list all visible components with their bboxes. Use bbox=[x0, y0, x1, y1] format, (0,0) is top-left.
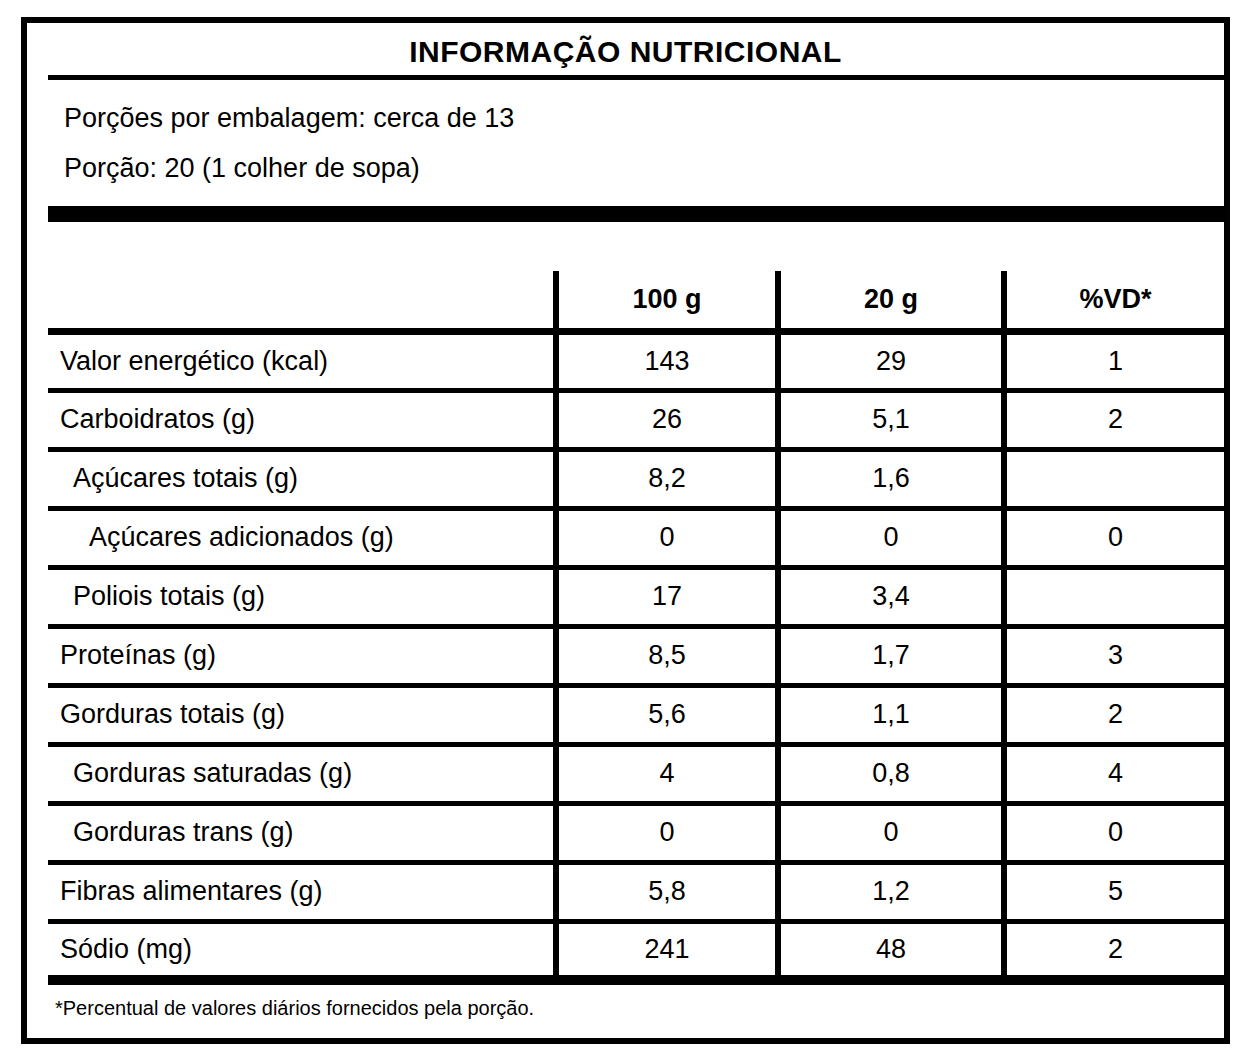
label-title: INFORMAÇÃO NUTRICIONAL bbox=[27, 23, 1224, 75]
table-row: Gorduras trans (g) 0 0 0 bbox=[48, 803, 1224, 862]
value-per-portion: 1,1 bbox=[778, 685, 1004, 744]
nutrient-label: Açúcares adicionados (g) bbox=[48, 508, 556, 567]
value-percent-dv: 0 bbox=[1004, 508, 1224, 567]
nutrient-label: Açúcares totais (g) bbox=[48, 449, 556, 508]
daily-values-footnote: *Percentual de valores diários fornecido… bbox=[48, 985, 1224, 1020]
nutrient-label: Proteínas (g) bbox=[48, 626, 556, 685]
value-per-100g: 143 bbox=[556, 331, 778, 390]
table-row: Açúcares totais (g) 8,2 1,6 bbox=[48, 449, 1224, 508]
value-per-100g: 17 bbox=[556, 567, 778, 626]
value-per-portion: 5,1 bbox=[778, 390, 1004, 449]
nutrition-label-panel: INFORMAÇÃO NUTRICIONAL Porções por embal… bbox=[21, 17, 1230, 1044]
value-per-100g: 26 bbox=[556, 390, 778, 449]
value-per-100g: 5,8 bbox=[556, 862, 778, 921]
value-percent-dv: 2 bbox=[1004, 390, 1224, 449]
column-header-100g: 100 g bbox=[556, 271, 778, 331]
value-per-100g: 241 bbox=[556, 921, 778, 980]
value-per-portion: 1,7 bbox=[778, 626, 1004, 685]
serving-info: Porções por embalagem: cerca de 13 Porçã… bbox=[27, 80, 1224, 193]
value-per-100g: 0 bbox=[556, 508, 778, 567]
nutrient-label: Gorduras trans (g) bbox=[48, 803, 556, 862]
table-row: Açúcares adicionados (g) 0 0 0 bbox=[48, 508, 1224, 567]
table-row: Gorduras totais (g) 5,6 1,1 2 bbox=[48, 685, 1224, 744]
nutrient-label: Gorduras saturadas (g) bbox=[48, 744, 556, 803]
value-percent-dv bbox=[1004, 449, 1224, 508]
value-per-100g: 0 bbox=[556, 803, 778, 862]
nutrient-label: Poliois totais (g) bbox=[48, 567, 556, 626]
nutrient-label: Valor energético (kcal) bbox=[48, 331, 556, 390]
column-header-percent-dv: %VD* bbox=[1004, 271, 1224, 331]
value-percent-dv: 4 bbox=[1004, 744, 1224, 803]
value-percent-dv: 2 bbox=[1004, 921, 1224, 980]
value-per-100g: 8,2 bbox=[556, 449, 778, 508]
value-percent-dv: 2 bbox=[1004, 685, 1224, 744]
nutrition-table: 100 g 20 g %VD* Valor energético (kcal) … bbox=[48, 271, 1224, 985]
column-header-nutrient bbox=[48, 271, 556, 331]
servings-per-package: Porções por embalagem: cerca de 13 bbox=[64, 93, 1224, 143]
table-row: Poliois totais (g) 17 3,4 bbox=[48, 567, 1224, 626]
value-per-portion: 48 bbox=[778, 921, 1004, 980]
value-percent-dv bbox=[1004, 567, 1224, 626]
value-percent-dv: 5 bbox=[1004, 862, 1224, 921]
value-percent-dv: 0 bbox=[1004, 803, 1224, 862]
header-row: 100 g 20 g %VD* bbox=[48, 271, 1224, 331]
value-per-100g: 8,5 bbox=[556, 626, 778, 685]
column-header-20g: 20 g bbox=[778, 271, 1004, 331]
table-row: Proteínas (g) 8,5 1,7 3 bbox=[48, 626, 1224, 685]
section-separator-bar bbox=[48, 206, 1224, 222]
value-per-portion: 3,4 bbox=[778, 567, 1004, 626]
value-per-100g: 4 bbox=[556, 744, 778, 803]
table-row: Valor energético (kcal) 143 29 1 bbox=[48, 331, 1224, 390]
value-percent-dv: 1 bbox=[1004, 331, 1224, 390]
table-row: Sódio (mg) 241 48 2 bbox=[48, 921, 1224, 980]
value-percent-dv: 3 bbox=[1004, 626, 1224, 685]
nutrient-label: Fibras alimentares (g) bbox=[48, 862, 556, 921]
portion-size: Porção: 20 (1 colher de sopa) bbox=[64, 143, 1224, 193]
value-per-portion: 1,6 bbox=[778, 449, 1004, 508]
table-row: Carboidratos (g) 26 5,1 2 bbox=[48, 390, 1224, 449]
table-row: Gorduras saturadas (g) 4 0,8 4 bbox=[48, 744, 1224, 803]
value-per-portion: 29 bbox=[778, 331, 1004, 390]
value-per-100g: 5,6 bbox=[556, 685, 778, 744]
table-row: Fibras alimentares (g) 5,8 1,2 5 bbox=[48, 862, 1224, 921]
value-per-portion: 0,8 bbox=[778, 744, 1004, 803]
value-per-portion: 0 bbox=[778, 803, 1004, 862]
value-per-portion: 0 bbox=[778, 508, 1004, 567]
nutrient-label: Gorduras totais (g) bbox=[48, 685, 556, 744]
nutrient-label: Sódio (mg) bbox=[48, 921, 556, 980]
value-per-portion: 1,2 bbox=[778, 862, 1004, 921]
nutrient-label: Carboidratos (g) bbox=[48, 390, 556, 449]
